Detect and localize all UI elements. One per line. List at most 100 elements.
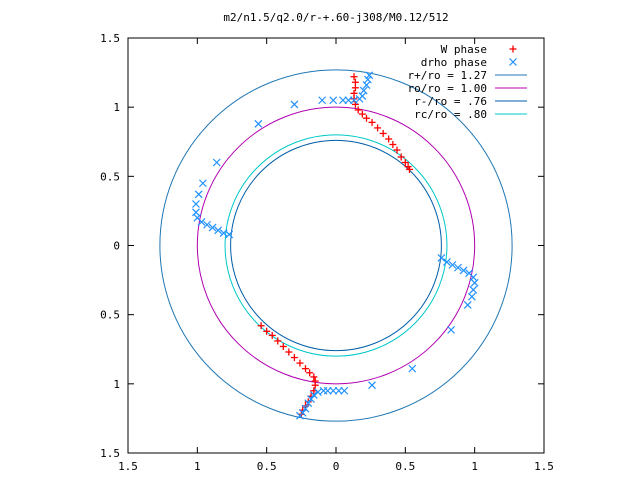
- y-tick-label: 0.5: [100, 309, 120, 322]
- data-point: [408, 364, 417, 373]
- circle-1: [196, 106, 476, 385]
- data-point: [470, 278, 479, 287]
- data-point: [350, 96, 358, 105]
- x-tick-label: 1.5: [534, 460, 554, 473]
- legend-label: r+/ro = 1.27: [408, 69, 487, 82]
- data-point: [197, 218, 206, 226]
- data-point: [379, 129, 387, 137]
- data-point: [296, 359, 304, 367]
- data-point: [447, 325, 456, 334]
- data-point: [225, 230, 234, 239]
- data-point: [454, 263, 462, 272]
- data-point: [351, 84, 359, 92]
- data-point: [437, 254, 446, 262]
- data-point: [448, 260, 457, 269]
- data-point: [309, 390, 318, 399]
- x-tick-label: 0.5: [395, 460, 415, 473]
- data-point: [393, 146, 401, 154]
- data-point: [192, 200, 200, 208]
- legend-marker: [509, 58, 517, 66]
- data-point: [368, 118, 376, 126]
- x-tick-label: 1: [194, 460, 201, 473]
- data-point: [257, 322, 265, 330]
- data-point: [401, 159, 409, 166]
- x-tick-label: 0: [333, 460, 340, 473]
- legend-label: W phase: [441, 43, 487, 56]
- data-point: [340, 386, 349, 395]
- y-tick-label: 1.5: [100, 32, 120, 45]
- data-point: [310, 373, 318, 381]
- y-tick-label: 0: [113, 240, 120, 253]
- data-point: [350, 73, 358, 81]
- data-point: [363, 114, 371, 122]
- data-point: [354, 106, 362, 114]
- data-point: [307, 395, 315, 403]
- y-tick-label: 1: [113, 101, 120, 114]
- data-point: [365, 71, 374, 80]
- data-point: [279, 342, 287, 350]
- legend-label: r-/ro = .76: [414, 95, 487, 108]
- data-point: [467, 292, 476, 301]
- data-point: [268, 331, 276, 339]
- data-point: [397, 153, 405, 161]
- circle-0.8: [224, 134, 448, 357]
- data-point: [334, 386, 343, 395]
- x-tick-label: 1.5: [118, 460, 138, 473]
- data-point: [290, 354, 298, 362]
- data-point: [362, 81, 371, 89]
- data-point: [198, 179, 207, 188]
- data-point: [329, 96, 338, 105]
- reference-circles: [159, 69, 513, 422]
- data-point: [203, 220, 211, 229]
- data-point: [339, 96, 347, 105]
- x-tick-label: 1: [471, 460, 478, 473]
- data-point: [318, 96, 327, 105]
- data-point: [358, 110, 366, 118]
- data-point: [463, 301, 472, 309]
- data-point: [306, 369, 314, 377]
- circle-0.76: [230, 139, 442, 352]
- data-point: [350, 95, 358, 103]
- data-point: [344, 96, 353, 105]
- y-tick-label: 0.5: [100, 170, 120, 183]
- data-point: [290, 100, 299, 109]
- series-1: [192, 71, 479, 420]
- data-point: [194, 190, 203, 199]
- data-point: [285, 348, 293, 356]
- data-point: [385, 135, 393, 143]
- data-point: [459, 266, 468, 275]
- legend-label: ro/ro = 1.00: [408, 82, 487, 95]
- axis-ticks: 1.5 1 0.5 0 0.5 1 1.51.510.500.511.5: [100, 32, 554, 473]
- chart-title: m2/n1.5/q2.0/r-+.60-j308/M0.12/512: [223, 11, 448, 24]
- circle-1.27: [159, 69, 513, 422]
- data-point: [314, 388, 322, 397]
- data-point: [214, 226, 223, 235]
- series-0: [257, 73, 413, 418]
- data-point: [469, 285, 478, 294]
- data-point: [274, 337, 282, 345]
- data-series: [192, 71, 479, 420]
- data-point: [263, 327, 271, 335]
- data-point: [254, 119, 263, 128]
- data-point: [301, 404, 310, 413]
- data-point: [389, 141, 397, 149]
- legend-label: drho phase: [421, 56, 487, 69]
- data-point: [405, 165, 413, 173]
- data-point: [329, 386, 338, 395]
- data-point: [212, 158, 221, 167]
- data-point: [374, 124, 382, 132]
- data-point: [443, 258, 451, 267]
- data-point: [368, 381, 376, 390]
- legend-marker: [509, 45, 517, 53]
- data-point: [304, 399, 313, 408]
- y-tick-label: 1.5: [100, 447, 120, 460]
- legend-label: rc/ro = .80: [414, 108, 487, 121]
- data-point: [208, 223, 217, 232]
- data-point: [296, 411, 304, 420]
- x-tick-label: 0.5: [257, 460, 277, 473]
- y-tick-label: 1: [113, 378, 120, 391]
- data-point: [311, 381, 319, 389]
- data-point: [301, 365, 309, 373]
